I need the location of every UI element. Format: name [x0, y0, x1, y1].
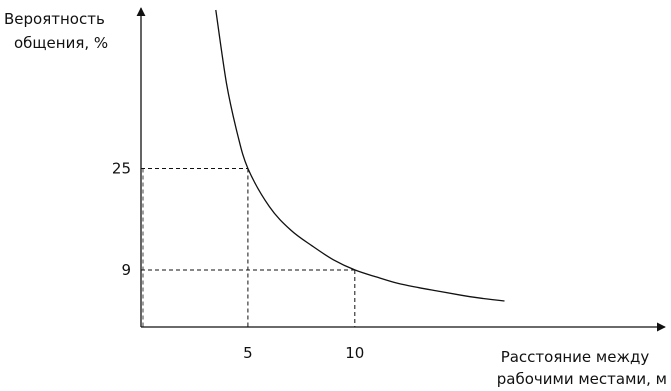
y-axis-title: Вероятность общения, % [4, 10, 110, 52]
y-axis-title-line-1: Вероятность [4, 10, 105, 28]
x-axis-title-line-1: Расстояние между [501, 348, 650, 366]
series-line [215, 9, 505, 302]
x-axis-title: Расстояние между рабочими местами, м [497, 348, 667, 388]
x-tick-label: 5 [243, 344, 253, 362]
y-tick-label: 9 [121, 261, 131, 279]
y-axis-title-line-2: общения, % [14, 34, 108, 52]
x-axis-title-line-2: рабочими местами, м [497, 370, 667, 388]
y-tick-label: 25 [112, 160, 131, 178]
x-tick-label: 10 [345, 344, 364, 362]
